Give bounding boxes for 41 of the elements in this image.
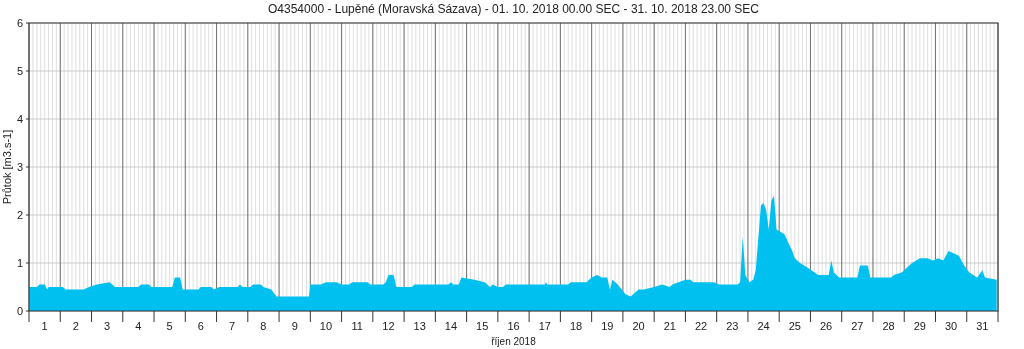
x-tick-label: 22 bbox=[694, 320, 708, 332]
x-tick-label: 30 bbox=[944, 320, 958, 332]
y-axis-title: Průtok [m3.s-1] bbox=[1, 129, 13, 205]
x-tick-label: 23 bbox=[726, 320, 739, 332]
x-tick-label: 24 bbox=[757, 320, 770, 332]
x-tick-label: 28 bbox=[882, 320, 895, 332]
x-tick-label: 18 bbox=[569, 320, 583, 332]
x-tick-label: 12 bbox=[382, 320, 395, 332]
x-tick-label: 21 bbox=[663, 320, 676, 332]
y-tick-label: 5 bbox=[16, 65, 23, 77]
x-tick-label: 27 bbox=[851, 320, 864, 332]
x-tick-label: 9 bbox=[291, 320, 298, 332]
x-tick-label: 20 bbox=[632, 320, 645, 332]
x-tick-label: 1 bbox=[41, 320, 48, 332]
y-tick-label: 3 bbox=[16, 161, 23, 173]
x-tick-label: 29 bbox=[913, 320, 926, 332]
x-tick-label: 6 bbox=[197, 320, 204, 332]
x-tick-label: 13 bbox=[413, 320, 426, 332]
y-tick-label: 0 bbox=[16, 305, 23, 317]
x-tick-label: 4 bbox=[135, 320, 142, 332]
y-tick-label: 6 bbox=[16, 17, 23, 29]
x-tick-label: 17 bbox=[538, 320, 551, 332]
x-tick-label: 15 bbox=[476, 320, 489, 332]
chart-title: O4354000 - Lupěné (Moravská Sázava) - 01. 10. 2018 00.00 SEC - 31. 10. 2018 23.00 SEC bbox=[268, 2, 760, 16]
y-tick-label: 1 bbox=[16, 257, 23, 269]
x-axis-title: říjen 2018 bbox=[491, 336, 537, 347]
y-tick-label: 2 bbox=[16, 209, 23, 221]
x-tick-label: 14 bbox=[444, 320, 458, 332]
x-tick-label: 16 bbox=[507, 320, 520, 332]
x-tick-label: 31 bbox=[976, 320, 989, 332]
x-tick-label: 8 bbox=[260, 320, 267, 332]
x-tick-label: 25 bbox=[788, 320, 801, 332]
x-tick-label: 7 bbox=[229, 320, 236, 332]
y-tick-label: 4 bbox=[16, 113, 23, 125]
x-tick-label: 11 bbox=[351, 320, 363, 332]
x-tick-label: 5 bbox=[166, 320, 173, 332]
x-tick-label: 10 bbox=[319, 320, 333, 332]
x-tick-label: 26 bbox=[819, 320, 833, 332]
x-tick-label: 3 bbox=[104, 320, 111, 332]
x-tick-label: 19 bbox=[601, 320, 614, 332]
x-tick-label: 2 bbox=[72, 320, 79, 332]
